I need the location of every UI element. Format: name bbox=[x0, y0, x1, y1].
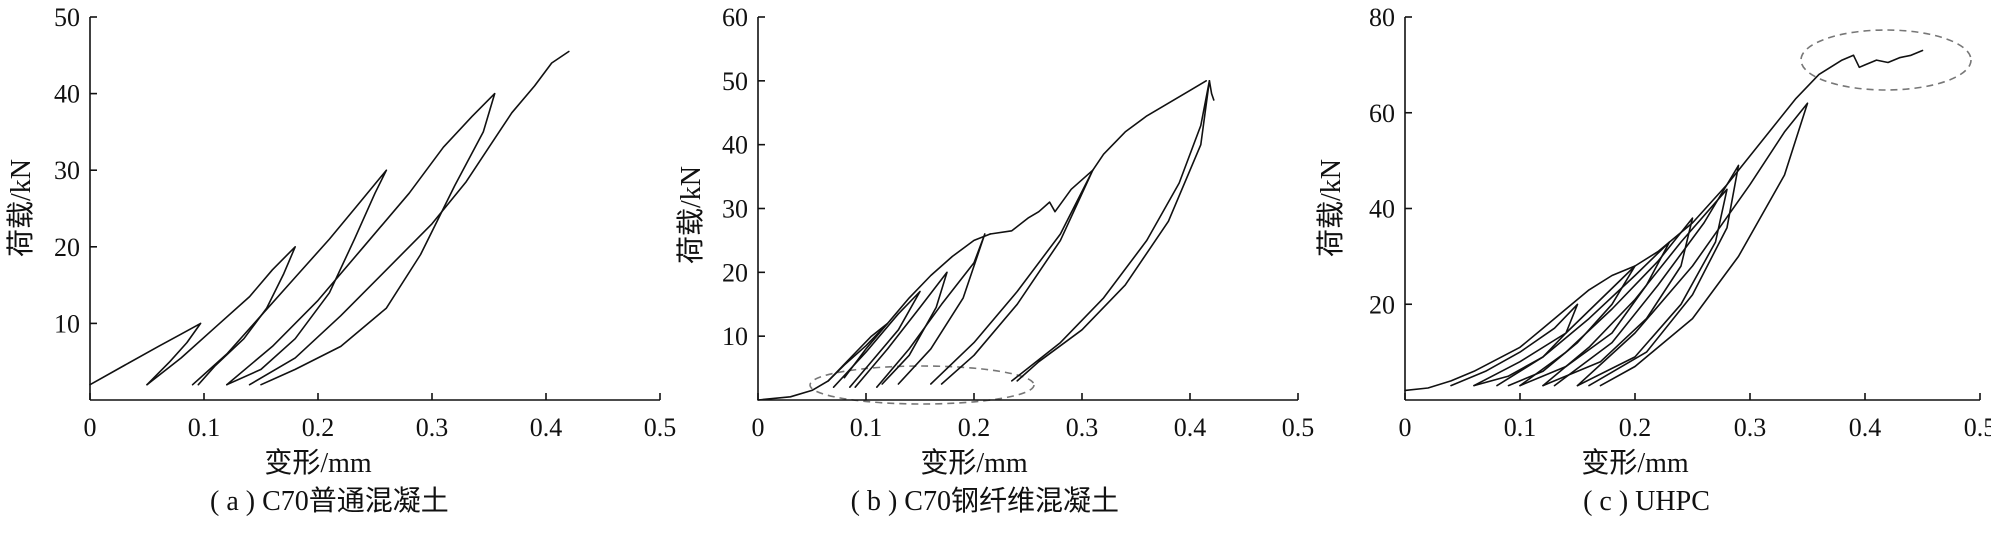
panel-a-load-deformation-curve-3 bbox=[191, 169, 388, 386]
y-tick-label: 10 bbox=[722, 322, 748, 351]
x-tick-label: 0.5 bbox=[1964, 413, 1991, 442]
x-tick-label: 0.4 bbox=[1174, 413, 1207, 442]
panel-b-load-deformation-curve-8 bbox=[929, 169, 1094, 385]
y-axis-label: 荷载/kN bbox=[1315, 159, 1347, 257]
panel-b-load-deformation-curve-10 bbox=[1208, 80, 1215, 101]
y-tick-label: 20 bbox=[722, 258, 748, 287]
panel-a-load-deformation-curve-1 bbox=[89, 322, 202, 386]
y-tick-label: 60 bbox=[1369, 99, 1395, 128]
annotation-ellipse-low-load bbox=[809, 365, 1035, 405]
y-tick-label: 50 bbox=[54, 3, 80, 32]
panel-b-caption: ( b ) C70钢纤维混凝土 bbox=[851, 485, 1119, 517]
panel-a-load-deformation-curve-2 bbox=[146, 246, 297, 386]
panel-b-load-deformation-curve-6 bbox=[854, 271, 948, 389]
panel-b-load-deformation-curve-2 bbox=[989, 169, 1094, 235]
panel-c: 0 0.1 0.2 0.3 0.4 0.5 20 40 60 80 变形/mm 荷载/kN ( c ) … bbox=[1315, 3, 1991, 517]
y-tick-label: 50 bbox=[722, 67, 748, 96]
y-tick-label: 30 bbox=[722, 195, 748, 224]
x-tick-label: 0.2 bbox=[958, 413, 991, 442]
y-tick-label: 20 bbox=[1369, 290, 1395, 319]
x-tick-label: 0.4 bbox=[530, 413, 563, 442]
x-tick-label: 0.3 bbox=[1734, 413, 1767, 442]
panel-b-load-deformation-curve-7 bbox=[875, 233, 986, 389]
x-tick-label: 0.1 bbox=[1504, 413, 1537, 442]
x-tick-label: 0.4 bbox=[1849, 413, 1882, 442]
panel-a-load-deformation-curve-5 bbox=[248, 50, 570, 386]
panel-c-load-deformation-curve-4 bbox=[1473, 265, 1636, 387]
x-axis-label: 变形/mm bbox=[264, 447, 372, 479]
panel-c-load-deformation-curve-5 bbox=[1496, 241, 1671, 387]
y-axis-label: 荷载/kN bbox=[5, 159, 37, 257]
panel-c-load-deformation-curve-8 bbox=[1553, 164, 1740, 387]
x-tick-label: 0.5 bbox=[644, 413, 677, 442]
panel-b-load-deformation-curve-1 bbox=[757, 233, 992, 401]
x-axis-label: 变形/mm bbox=[1581, 447, 1689, 479]
y-tick-label: 40 bbox=[1369, 195, 1395, 224]
panel-c-load-deformation-curve-1 bbox=[1404, 54, 1855, 392]
panel-c-load-deformation-curve-2 bbox=[1852, 49, 1924, 69]
x-tick-label: 0.2 bbox=[302, 413, 335, 442]
panel-a-caption: ( a ) C70普通混凝土 bbox=[210, 485, 449, 517]
panel-c-load-deformation-curve-7 bbox=[1542, 188, 1728, 387]
panel-b-load-deformation-curve-5 bbox=[832, 290, 921, 389]
panel-c-load-deformation-curve-9 bbox=[1576, 102, 1809, 387]
panel-b-load-deformation-curve-9 bbox=[1010, 80, 1211, 382]
x-tick-label: 0.1 bbox=[850, 413, 883, 442]
panel-b: 0 0.1 0.2 0.3 0.4 0.5 10 20 30 40 50 60 变形/mm 荷载/kN ( … bbox=[675, 3, 1314, 517]
y-tick-label: 40 bbox=[54, 80, 80, 109]
panel-c-load-deformation-curve-3 bbox=[1450, 303, 1579, 387]
y-tick-label: 30 bbox=[54, 156, 80, 185]
panel-c-load-deformation-curve-6 bbox=[1519, 217, 1694, 387]
panel-b-load-deformation-curve-3 bbox=[1092, 80, 1207, 171]
x-tick-label: 0 bbox=[84, 413, 97, 442]
y-tick-label: 40 bbox=[722, 131, 748, 160]
x-tick-label: 0.3 bbox=[1066, 413, 1099, 442]
y-tick-label: 20 bbox=[54, 233, 80, 262]
x-tick-label: 0.2 bbox=[1619, 413, 1652, 442]
x-tick-label: 0 bbox=[752, 413, 765, 442]
x-axis-label: 变形/mm bbox=[920, 447, 1028, 479]
y-axis-label: 荷载/kN bbox=[675, 166, 707, 264]
y-tick-label: 10 bbox=[54, 309, 80, 338]
panel-a-load-deformation-curve-4 bbox=[226, 92, 496, 386]
x-tick-label: 0.3 bbox=[416, 413, 449, 442]
panel-c-caption: ( c ) UHPC bbox=[1583, 486, 1710, 517]
x-tick-label: 0 bbox=[1399, 413, 1412, 442]
panel-b-load-deformation-curve-4 bbox=[827, 322, 889, 382]
y-tick-label: 60 bbox=[722, 3, 748, 32]
panel-a: 0 0.1 0.2 0.3 0.4 0.5 10 20 30 40 50 变形/mm 荷载/kN ( a … bbox=[5, 3, 676, 517]
y-tick-label: 80 bbox=[1369, 3, 1395, 32]
x-tick-label: 0.1 bbox=[188, 413, 221, 442]
annotation-ellipse-peak bbox=[1800, 29, 1972, 91]
x-tick-label: 0.5 bbox=[1282, 413, 1315, 442]
